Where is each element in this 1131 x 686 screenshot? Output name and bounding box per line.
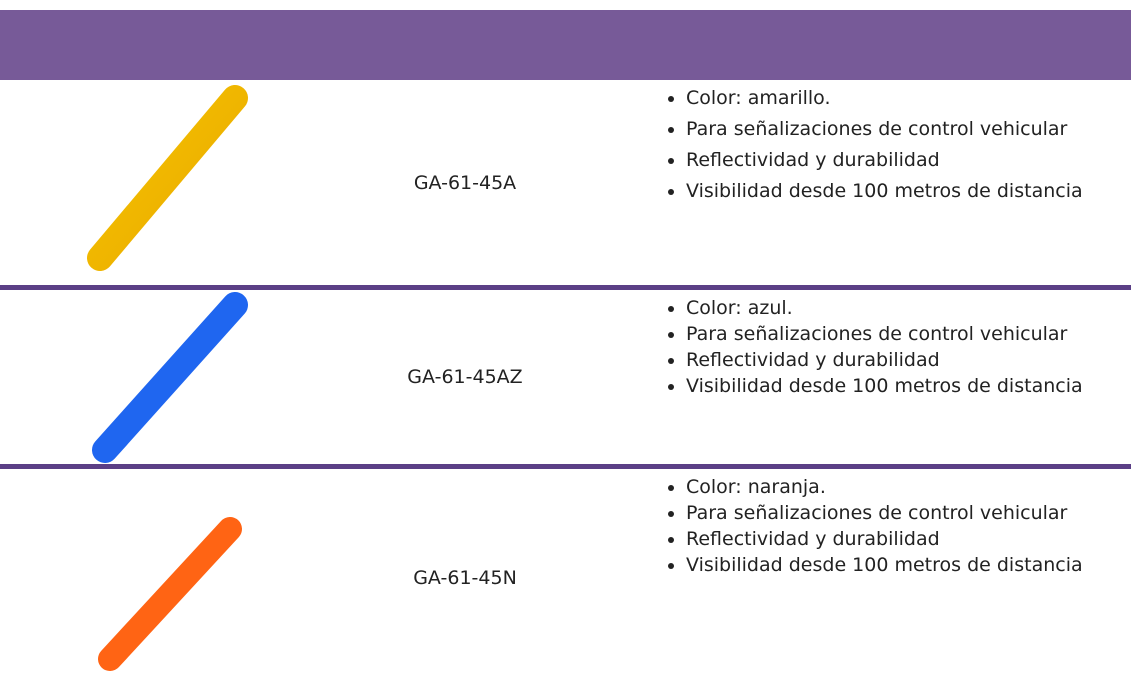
feature-list: Color: naranja.Para señalizaciones de co…: [640, 475, 1131, 579]
product-image: [92, 292, 248, 463]
row-divider: [0, 464, 1131, 469]
feature-item: Para señalizaciones de control vehicular: [686, 322, 1131, 346]
feature-item: Color: naranja.: [686, 475, 1131, 499]
feature-item: Reflectividad y durabilidad: [686, 348, 1131, 372]
row-divider: [0, 285, 1131, 290]
product-image: [87, 85, 248, 271]
table-header: [0, 10, 1131, 80]
table-row: GA-61-45N Color: naranja.Para señalizaci…: [0, 469, 1131, 686]
feature-item: Reflectividad y durabilidad: [686, 148, 1131, 172]
feature-item: Visibilidad desde 100 metros de distanci…: [686, 179, 1131, 203]
product-code: GA-61-45A: [413, 171, 517, 194]
feature-item: Visibilidad desde 100 metros de distanci…: [686, 553, 1131, 577]
feature-item: Para señalizaciones de control vehicular: [686, 501, 1131, 525]
product-code: GA-61-45AZ: [407, 366, 523, 388]
feature-list: Color: azul.Para señalizaciones de contr…: [640, 296, 1131, 400]
product-code: GA-61-45N: [413, 566, 517, 589]
feature-item: Color: amarillo.: [686, 86, 1131, 110]
feature-item: Visibilidad desde 100 metros de distanci…: [686, 374, 1131, 398]
table-row: GA-61-45AZ Color: azul.Para señalizacion…: [0, 290, 1131, 464]
feature-item: Para señalizaciones de control vehicular: [686, 117, 1131, 141]
feature-list: Color: amarillo. Para señalizaciones de c…: [640, 86, 1131, 210]
feature-item: Color: azul.: [686, 296, 1131, 320]
table-row: GA-61-45A Color: amarillo. Para señalizac…: [0, 80, 1131, 285]
feature-item: Reflectividad y durabilidad: [686, 527, 1131, 551]
product-image: [98, 517, 242, 671]
